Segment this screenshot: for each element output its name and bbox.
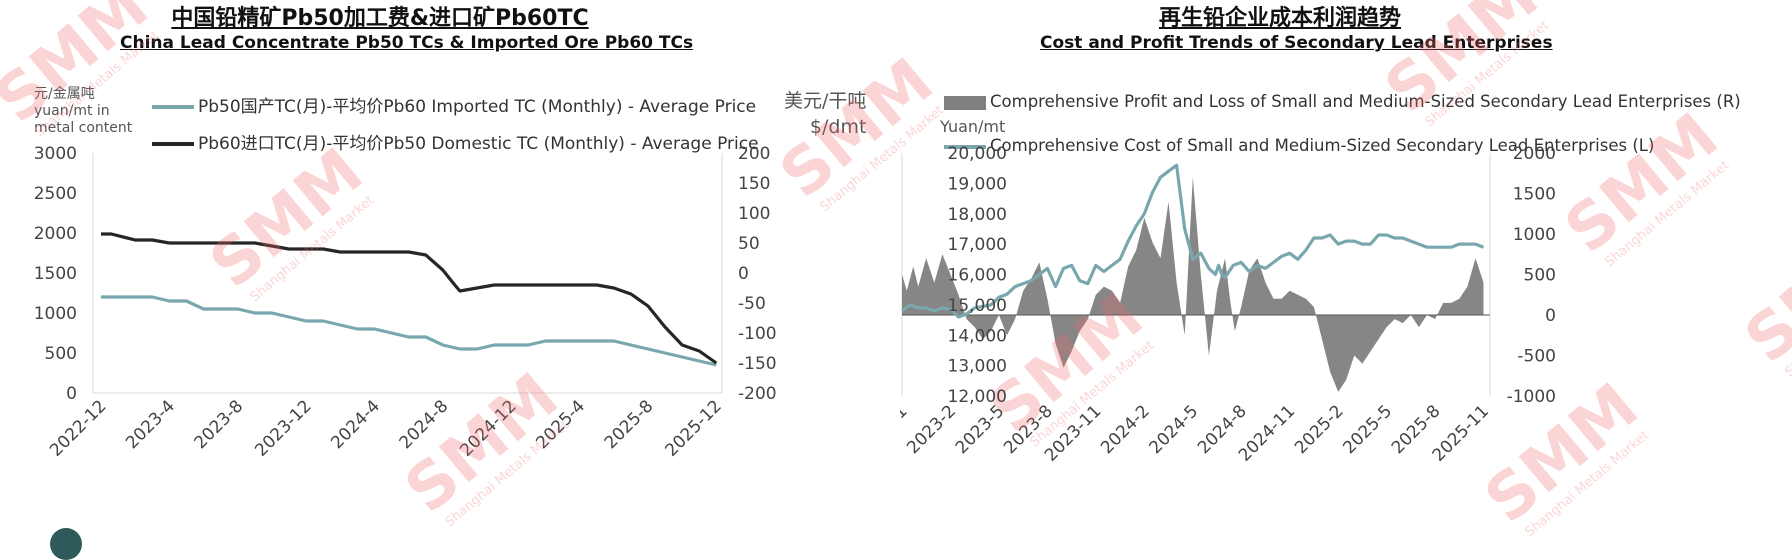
right-y-tick-label: -500 [1517,347,1556,367]
x-tick-label: 2025-8 [601,396,658,453]
right-title-en: Cost and Profit Trends of Secondary Lead… [1040,33,1553,53]
right-y-tick-label: 0 [1545,306,1556,326]
left-chart-svg: 300025002000150010005000200150100500-50-… [34,144,777,461]
legend-swatch-pb50 [152,105,194,109]
x-tick-label: 2024-12 [456,396,520,460]
left-y-tick-label: 3000 [34,144,77,164]
x-tick-label: 2023-4 [122,396,179,453]
right-chart-svg: 2000150010005000-500-10002022-112023-220… [900,144,1556,466]
x-tick-label: 2023-12 [251,396,315,460]
x-tick-label: 2024-2 [1097,401,1154,458]
left-y-tick-label: 13,000 [948,357,1007,377]
left-y-tick-label: 2500 [34,184,77,204]
left-unit-line-3: metal content [34,120,133,136]
left-y-tick-label: 16,000 [948,266,1007,286]
right-chart-unit: Yuan/mt [940,117,1006,136]
right-y-tick-label: 2000 [1513,144,1556,164]
right-y-tick-label: -200 [738,384,777,404]
x-tick-label: 2025-5 [1339,401,1396,458]
legend-label-profit: Comprehensive Profit and Loss of Small a… [990,92,1741,111]
right-title-zh: 再生铅企业成本利润趋势 [1158,6,1401,31]
left-y-tick-label: 0 [66,384,77,404]
left-legend-item-2: Pb60进口TC(月)-平均价Pb50 Domestic TC (Monthly… [152,129,759,154]
right-y-tick-label: 0 [738,264,749,284]
right-y-tick-label: -50 [738,294,766,314]
x-tick-label: 2024-4 [327,396,384,453]
series-line-pb60 [101,232,718,365]
x-tick-label: 2025-12 [661,396,725,460]
right-legend-item-2: Comprehensive Cost of Small and Medium-S… [944,136,1654,155]
left-axis-unit: 元/金属吨 yuan/mt in metal content [34,86,132,137]
legend-swatch-cost [944,144,986,149]
left-y-tick-label: 19,000 [948,174,1007,194]
right-chart-left-axis-labels: 20,000 19,000 18,000 17,000 16,000 15,000 14,0… [948,144,1007,407]
right-chart-title: 再生铅企业成本利润趋势 Cost and Profit Trends of Se… [1040,6,1553,54]
left-y-tick-label: 20,000 [948,144,1007,164]
right-y-tick-label: -1000 [1507,387,1556,407]
left-y-tick-label: 1000 [34,304,77,324]
x-tick-label: 2024-5 [1146,401,1203,458]
legend-label-pb60: Pb60进口TC(月)-平均价Pb50 Domestic TC (Monthly… [198,134,759,154]
corner-logo-icon [50,528,82,560]
left-y-tick-label: 12,000 [948,387,1007,407]
right-y-tick-label: 500 [1524,266,1556,286]
left-chart-title: 中国铅精矿Pb50加工费&进口矿Pb60TC China Lead Concen… [120,6,694,54]
right-y-tick-label: 150 [738,174,770,194]
left-y-tick-label: 2000 [34,224,77,244]
left-legend-item-1: Pb50国产TC(月)-平均价Pb60 Imported TC (Monthly… [152,92,756,117]
left-y-tick-label: 17,000 [948,235,1007,255]
left-y-tick-label: 18,000 [948,205,1007,225]
right-y-tick-label: 1500 [1513,185,1556,205]
right-y-tick-label: 200 [738,144,770,164]
right-y-tick-label: -100 [738,324,777,344]
x-tick-label: 2025-2 [1291,401,1348,458]
x-tick-label: 2025-4 [532,396,589,453]
right-axis-unit: 美元/干吨 $/dmt [784,88,866,140]
right-legend-item-1: Comprehensive Profit and Loss of Small a… [944,92,1741,111]
left-title-zh: 中国铅精矿Pb50加工费&进口矿Pb60TC [171,6,589,31]
series-line-cost [901,163,1485,319]
left-unit-line-2: yuan/mt in [34,103,110,119]
left-y-tick-label: 14,000 [948,326,1007,346]
right-y-tick-label: 100 [738,204,770,224]
left-unit-line-1: 元/金属吨 [34,86,95,102]
legend-label-pb50: Pb50国产TC(月)-平均价Pb60 Imported TC (Monthly… [198,97,757,117]
x-tick-label: 2022-12 [46,396,110,460]
right-y-tick-label: -150 [738,354,777,374]
left-y-tick-label: 1500 [34,264,77,284]
right-y-tick-label: 1000 [1513,225,1556,245]
series-line-pb50 [101,295,717,367]
right-y-tick-label: 50 [738,234,760,254]
right-unit-line-2: $/dmt [809,116,867,138]
left-y-tick-label: 15,000 [948,296,1007,316]
right-unit-line-1: 美元/干吨 [784,90,867,112]
left-y-tick-label: 500 [45,344,77,364]
left-title-en: China Lead Concentrate Pb50 TCs & Import… [120,33,694,53]
x-tick-label: 2023-8 [191,396,248,453]
series-area-profit [902,177,1484,392]
x-tick-label: 2024-8 [396,396,453,453]
legend-swatch-profit [944,95,986,110]
legend-label-cost: Comprehensive Cost of Small and Medium-S… [990,136,1655,155]
legend-swatch-pb60 [152,142,194,146]
